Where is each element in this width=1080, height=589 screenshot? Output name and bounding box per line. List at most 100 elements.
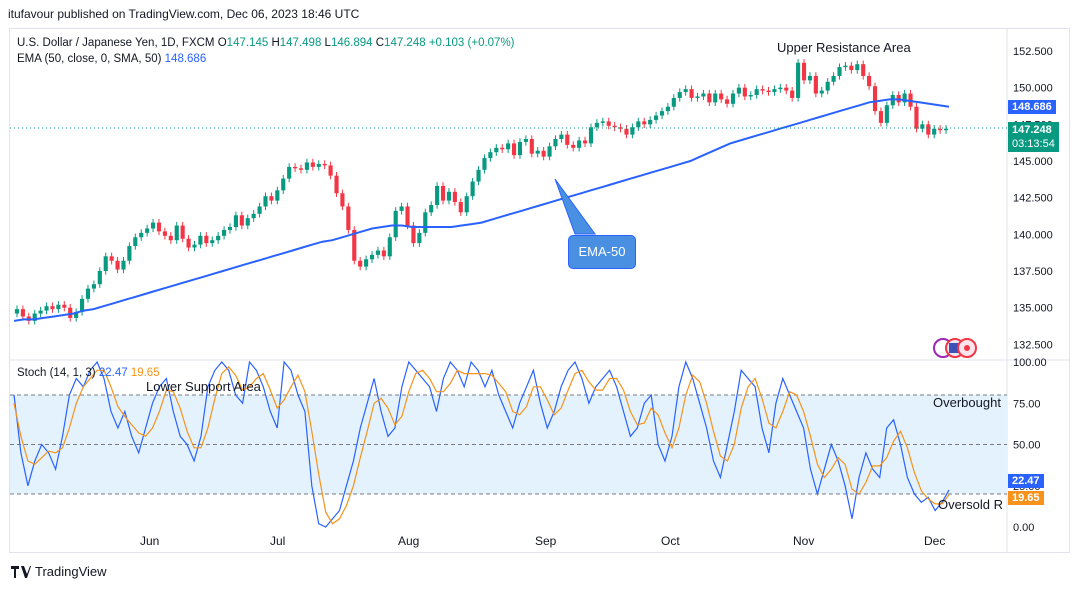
candle-body-77 xyxy=(470,181,475,197)
flag-icons xyxy=(933,338,977,358)
candle-body-42 xyxy=(263,196,268,207)
candle-body-10 xyxy=(74,312,79,318)
candle-body-47 xyxy=(293,166,298,169)
candle-body-112 xyxy=(677,92,682,98)
candle-body-125 xyxy=(754,89,759,95)
month-tick-oct: Oct xyxy=(661,534,680,548)
candle-body-85 xyxy=(517,141,523,156)
candle-body-5 xyxy=(44,306,49,311)
candle-body-73 xyxy=(446,191,452,201)
candle-body-101 xyxy=(612,125,617,128)
candle-body-56 xyxy=(346,206,351,230)
candle-body-142 xyxy=(855,64,860,71)
candle-body-29 xyxy=(186,238,191,248)
candle-body-37 xyxy=(233,215,238,227)
stoch-k-line xyxy=(13,360,950,528)
close-value: 147.248 xyxy=(384,37,426,49)
last-price-tag: 147.248 03:13:54 xyxy=(1008,122,1059,152)
candle-body-121 xyxy=(730,93,736,104)
ema-legend-label[interactable]: EMA (50, close, 0, SMA, 50) xyxy=(17,53,162,65)
candle-body-63 xyxy=(387,237,392,257)
candle-body-17 xyxy=(115,260,120,270)
price-tick-8: 132.500 xyxy=(1013,339,1053,351)
candle-body-67 xyxy=(411,225,416,244)
candle-body-20 xyxy=(133,237,138,247)
candle-body-150 xyxy=(902,93,907,103)
change-value: +0.103 (+0.07%) xyxy=(428,37,515,49)
candle-body-109 xyxy=(659,111,665,116)
ema-callout: EMA-50 xyxy=(568,235,636,269)
candle-body-18 xyxy=(121,260,126,270)
candle-body-126 xyxy=(760,89,765,91)
candle-body-57 xyxy=(352,229,357,261)
candle-body-4 xyxy=(38,310,43,314)
event-flags[interactable] xyxy=(931,336,979,365)
candle-body-83 xyxy=(506,143,511,150)
candle-body-41 xyxy=(257,206,262,214)
candle-body-39 xyxy=(245,218,250,226)
candle-body-22 xyxy=(145,228,150,233)
candle-body-117 xyxy=(707,93,712,103)
candle-body-130 xyxy=(784,87,789,91)
candle-body-131 xyxy=(790,90,795,98)
low-value: 146.894 xyxy=(330,37,373,49)
candle-body-103 xyxy=(624,128,629,135)
stoch-d-line xyxy=(13,366,950,525)
candle-body-31 xyxy=(198,235,203,245)
candle-body-139 xyxy=(837,67,842,76)
candle-body-66 xyxy=(405,206,410,226)
candle-body-122 xyxy=(736,87,741,94)
candle-body-145 xyxy=(872,86,878,112)
open-value: 147.145 xyxy=(226,37,269,49)
published-caption: itufavour published on TradingView.com, … xyxy=(8,7,360,21)
candle-body-26 xyxy=(168,235,173,241)
month-tick-sep: Sep xyxy=(535,534,557,548)
candle-body-51 xyxy=(316,163,321,167)
tradingview-logo-text: TradingView xyxy=(35,564,107,579)
month-tick-jul: Jul xyxy=(270,534,285,548)
candle-body-14 xyxy=(97,271,102,285)
jp-flag-icon xyxy=(964,345,970,351)
stoch-legend: Stoch (14, 1, 3) 22.47 19.65 xyxy=(17,367,160,379)
candle-body-132 xyxy=(796,62,801,98)
candle-body-120 xyxy=(725,99,730,104)
price-tick-0: 152.500 xyxy=(1013,46,1053,58)
overbought-annotation: Overbought xyxy=(933,395,1001,410)
candle-body-104 xyxy=(630,127,635,135)
candle-body-84 xyxy=(511,143,517,156)
stoch-d-value: 19.65 xyxy=(130,367,160,379)
candle-body-54 xyxy=(334,175,339,194)
candle-body-11 xyxy=(79,298,85,313)
ema-legend-value: 148.686 xyxy=(164,53,207,65)
ema-price-tag: 148.686 xyxy=(1008,100,1056,114)
candle-body-72 xyxy=(440,185,446,201)
candle-body-111 xyxy=(671,97,676,107)
candle-body-34 xyxy=(216,235,221,241)
price-tick-7: 135.000 xyxy=(1013,303,1053,315)
candle-body-78 xyxy=(476,169,481,182)
main-legend: U.S. Dollar / Japanese Yen, 1D, FXCM O14… xyxy=(17,35,515,67)
stoch-tick-0: 100.00 xyxy=(1013,357,1047,369)
candle-body-30 xyxy=(192,244,197,248)
candle-body-100 xyxy=(606,121,611,126)
candle-body-13 xyxy=(91,284,96,289)
symbol-title[interactable]: U.S. Dollar / Japanese Yen, 1D, FXCM xyxy=(17,37,215,49)
tradingview-logo[interactable]: TradingView xyxy=(11,564,107,579)
stoch-label[interactable]: Stoch (14, 1, 3) xyxy=(17,367,96,379)
candle-body-119 xyxy=(719,93,724,100)
candle-body-99 xyxy=(600,121,605,123)
candle-body-9 xyxy=(68,307,73,318)
close-label: C xyxy=(375,37,385,49)
candle-body-141 xyxy=(849,65,854,71)
candle-body-43 xyxy=(269,196,274,201)
chart-frame[interactable]: 152.500150.000147.500145.000142.500140.0… xyxy=(9,28,1070,553)
candle-body-70 xyxy=(429,205,434,213)
last-price-value: 147.248 xyxy=(1012,124,1052,136)
candle-body-90 xyxy=(547,146,552,157)
upper-resistance-annotation: Upper Resistance Area xyxy=(777,40,911,55)
month-tick-aug: Aug xyxy=(398,534,419,548)
chart-canvas[interactable]: 152.500150.000147.500145.000142.500140.0… xyxy=(10,29,1069,552)
candle-body-95 xyxy=(577,140,582,148)
candle-body-124 xyxy=(748,95,753,97)
candle-body-97 xyxy=(588,127,594,144)
